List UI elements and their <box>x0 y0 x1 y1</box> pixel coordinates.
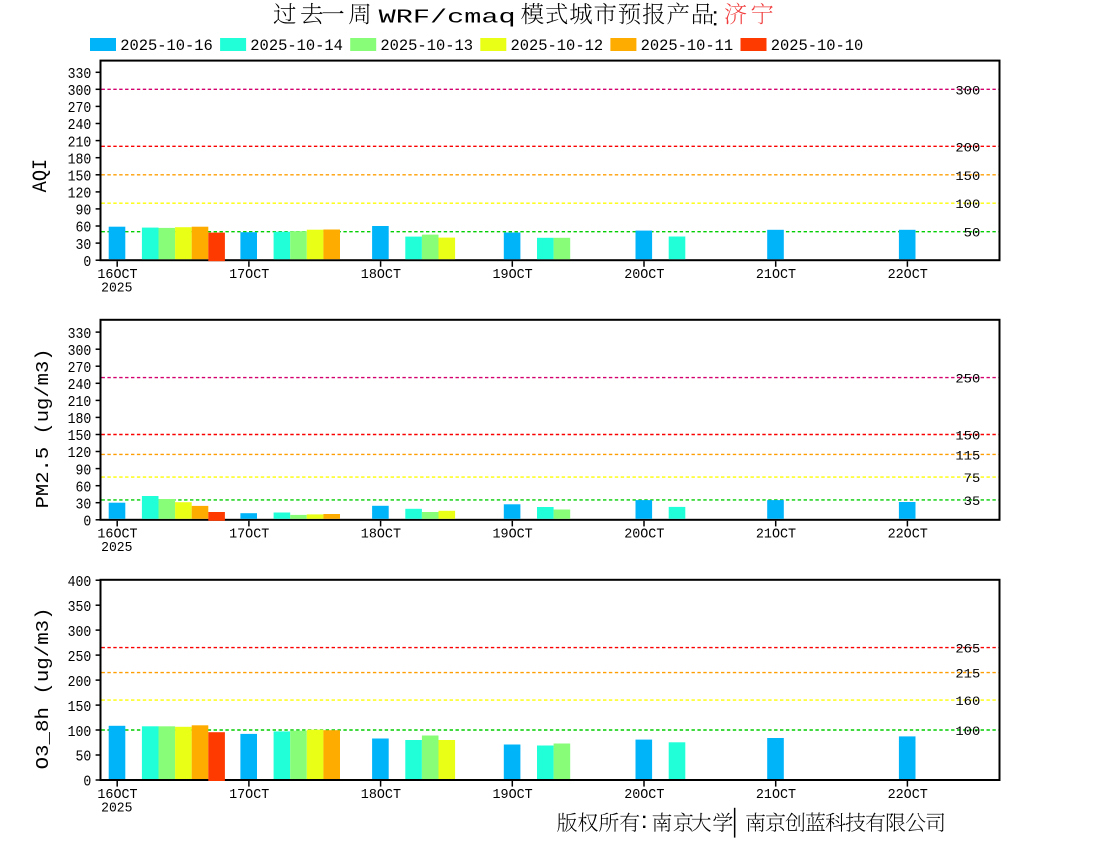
svg-text:160: 160 <box>955 694 980 709</box>
svg-text:210: 210 <box>68 393 92 411</box>
svg-text:120: 120 <box>68 444 92 462</box>
svg-text:240: 240 <box>68 116 92 134</box>
svg-text:30: 30 <box>76 236 92 254</box>
svg-text:16OCT: 16OCT <box>97 788 137 803</box>
svg-text:19OCT: 19OCT <box>493 528 533 543</box>
svg-text:2025-10-13: 2025-10-13 <box>380 37 473 55</box>
svg-text:2025: 2025 <box>101 282 132 297</box>
svg-text:90: 90 <box>76 202 92 220</box>
svg-text:17OCT: 17OCT <box>229 528 269 543</box>
svg-text:18OCT: 18OCT <box>361 788 401 803</box>
svg-text:2025: 2025 <box>101 541 132 556</box>
svg-text:2025-10-16: 2025-10-16 <box>120 37 213 55</box>
svg-text:0: 0 <box>83 253 91 271</box>
svg-text:19OCT: 19OCT <box>493 788 533 803</box>
svg-text:180: 180 <box>68 410 92 428</box>
svg-text:22OCT: 22OCT <box>888 268 928 283</box>
svg-text:17OCT: 17OCT <box>229 788 269 803</box>
svg-text:18OCT: 18OCT <box>361 268 401 283</box>
svg-text:2025-10-14: 2025-10-14 <box>250 37 343 55</box>
svg-text:22OCT: 22OCT <box>888 788 928 803</box>
svg-text:270: 270 <box>68 99 92 117</box>
svg-text:18OCT: 18OCT <box>361 528 401 543</box>
svg-text:265: 265 <box>955 642 980 657</box>
svg-text:100: 100 <box>955 197 980 212</box>
svg-text:150: 150 <box>955 169 980 184</box>
svg-text:21OCT: 21OCT <box>756 788 796 803</box>
svg-text:21OCT: 21OCT <box>756 528 796 543</box>
svg-text:330: 330 <box>68 325 92 343</box>
svg-text:0: 0 <box>83 773 91 791</box>
svg-text:150: 150 <box>68 698 92 716</box>
svg-text:22OCT: 22OCT <box>888 528 928 543</box>
svg-text:20OCT: 20OCT <box>624 788 664 803</box>
svg-text:2025-10-10: 2025-10-10 <box>771 37 864 55</box>
svg-text:150: 150 <box>68 168 92 186</box>
svg-text:200: 200 <box>68 673 92 691</box>
svg-text:20OCT: 20OCT <box>624 528 664 543</box>
svg-text:150: 150 <box>955 429 980 444</box>
svg-text:300: 300 <box>68 623 92 641</box>
svg-text:20OCT: 20OCT <box>624 268 664 283</box>
svg-text:270: 270 <box>68 359 92 377</box>
svg-text:300: 300 <box>68 82 92 100</box>
svg-text:16OCT: 16OCT <box>97 528 137 543</box>
svg-text:90: 90 <box>76 461 92 479</box>
svg-text:60: 60 <box>76 219 92 237</box>
svg-text:0: 0 <box>83 513 91 531</box>
svg-text:WRF/cmaq: WRF/cmaq <box>379 7 516 29</box>
svg-text:O3_8h (ug/m3): O3_8h (ug/m3) <box>33 607 54 769</box>
svg-text:300: 300 <box>955 83 980 98</box>
svg-text:50: 50 <box>964 226 981 241</box>
svg-text:AQI: AQI <box>30 159 53 193</box>
svg-text:210: 210 <box>68 133 92 151</box>
svg-text:2025-10-12: 2025-10-12 <box>511 37 604 55</box>
svg-text:100: 100 <box>955 724 980 739</box>
svg-text:2025: 2025 <box>101 801 132 816</box>
svg-text:300: 300 <box>68 342 92 360</box>
svg-text:60: 60 <box>76 478 92 496</box>
svg-text:330: 330 <box>68 65 92 83</box>
svg-text:400: 400 <box>68 573 92 591</box>
svg-text:35: 35 <box>964 494 981 509</box>
svg-text:240: 240 <box>68 376 92 394</box>
svg-text:120: 120 <box>68 185 92 203</box>
svg-text:100: 100 <box>68 723 92 741</box>
svg-text:115: 115 <box>955 448 980 463</box>
svg-text:250: 250 <box>955 372 980 387</box>
svg-text:75: 75 <box>964 471 981 486</box>
svg-text:17OCT: 17OCT <box>229 268 269 283</box>
svg-text:200: 200 <box>955 140 980 155</box>
svg-text:50: 50 <box>76 748 92 766</box>
svg-text:180: 180 <box>68 150 92 168</box>
svg-text:PM2.5 (ug/m3): PM2.5 (ug/m3) <box>33 348 54 508</box>
svg-text:2025-10-11: 2025-10-11 <box>641 37 734 55</box>
svg-text:150: 150 <box>68 427 92 445</box>
svg-text:30: 30 <box>76 495 92 513</box>
svg-text:215: 215 <box>955 667 980 682</box>
svg-text:21OCT: 21OCT <box>756 268 796 283</box>
svg-text:16OCT: 16OCT <box>97 268 137 283</box>
svg-text:350: 350 <box>68 598 92 616</box>
svg-text:250: 250 <box>68 648 92 666</box>
svg-text:19OCT: 19OCT <box>493 268 533 283</box>
